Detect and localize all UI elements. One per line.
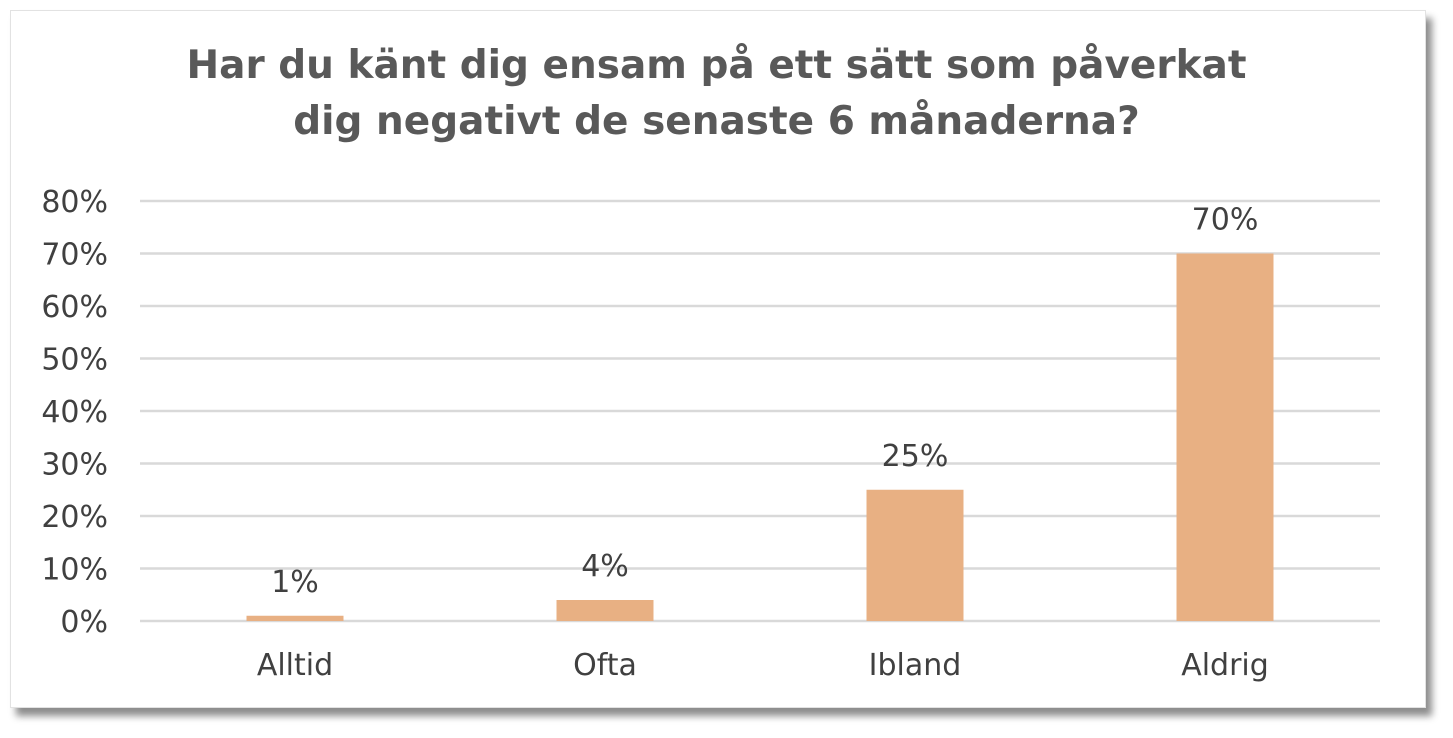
y-tick-label: 70% <box>41 238 108 273</box>
x-tick-label: Ibland <box>869 648 962 683</box>
y-tick-label: 60% <box>41 290 108 325</box>
data-labels: 1% 4% 25% 70% <box>271 203 1258 600</box>
chart-title-line-1: Har du känt dig ensam på ett sätt som på… <box>186 43 1247 88</box>
x-tick-label: Aldrig <box>1181 648 1269 683</box>
gridlines <box>140 199 1380 623</box>
y-tick-label: 40% <box>41 395 108 430</box>
chart-title-line-2: dig negativt de senaste 6 månaderna? <box>293 99 1140 144</box>
y-tick-label: 20% <box>41 500 108 535</box>
bar-aldrig <box>1176 253 1274 621</box>
bars <box>246 253 1274 621</box>
y-tick-label: 80% <box>41 185 108 220</box>
y-tick-label: 30% <box>41 448 108 483</box>
x-tick-label: Ofta <box>573 648 637 683</box>
x-tick-label: Alltid <box>257 648 333 683</box>
y-axis: 0% 10% 20% 30% 40% 50% 60% 70% 80% <box>41 185 108 640</box>
data-label: 4% <box>581 549 629 584</box>
x-axis: Alltid Ofta Ibland Aldrig <box>257 648 1269 683</box>
y-tick-label: 0% <box>60 605 108 640</box>
y-tick-label: 10% <box>41 553 108 588</box>
data-label: 70% <box>1192 203 1259 238</box>
y-tick-label: 50% <box>41 343 108 378</box>
data-label: 25% <box>882 439 949 474</box>
bar-ibland <box>866 489 964 621</box>
bar-ofta <box>556 600 654 621</box>
data-label: 1% <box>271 565 319 600</box>
chart-title: Har du känt dig ensam på ett sätt som på… <box>0 38 1433 150</box>
bar-alltid <box>246 615 344 621</box>
